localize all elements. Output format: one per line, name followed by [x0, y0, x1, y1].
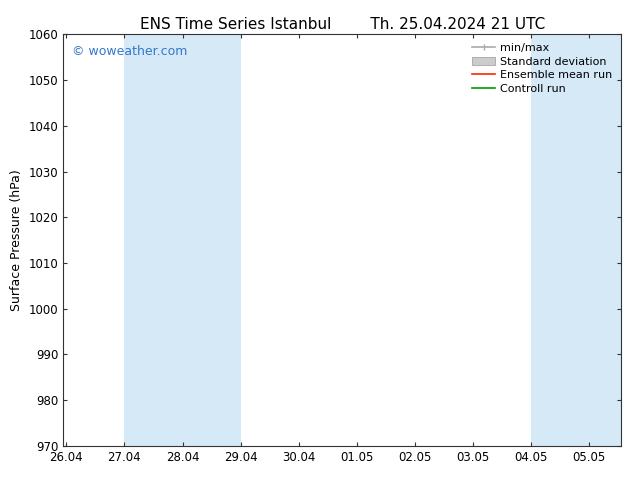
Bar — [124, 34, 183, 446]
Bar — [531, 34, 590, 446]
Title: ENS Time Series Istanbul        Th. 25.04.2024 21 UTC: ENS Time Series Istanbul Th. 25.04.2024 … — [139, 17, 545, 32]
Text: © woweather.com: © woweather.com — [72, 45, 187, 58]
Legend: min/max, Standard deviation, Ensemble mean run, Controll run: min/max, Standard deviation, Ensemble me… — [469, 40, 616, 97]
Bar — [183, 34, 241, 446]
Bar — [590, 34, 621, 446]
Y-axis label: Surface Pressure (hPa): Surface Pressure (hPa) — [10, 169, 23, 311]
